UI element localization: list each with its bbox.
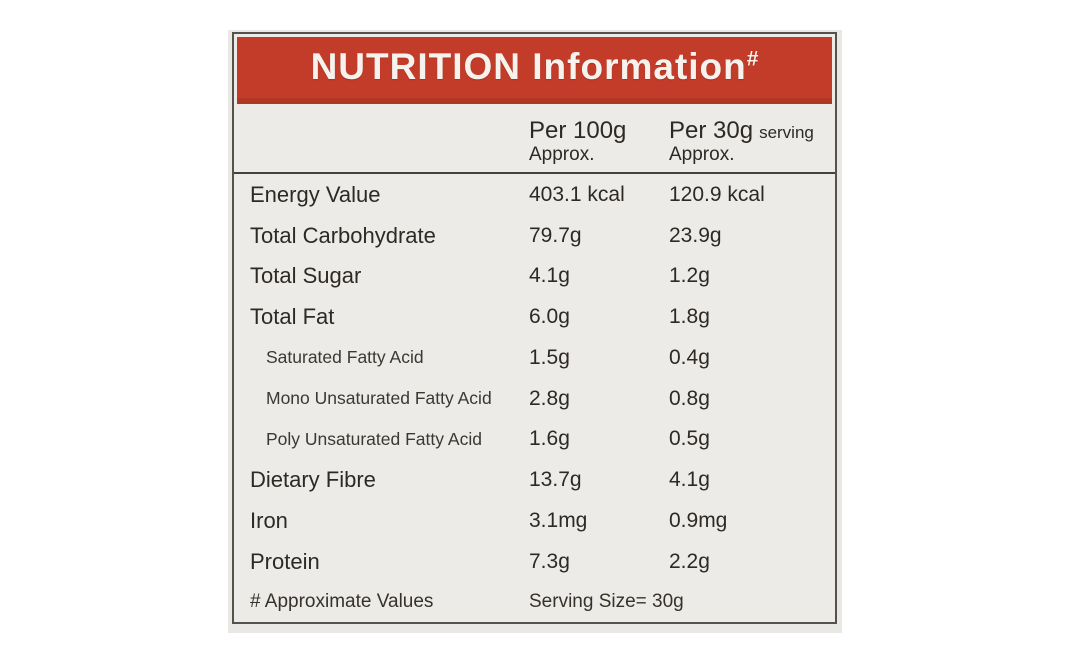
- nutrition-label: NUTRITION Information# Per 100g Approx. …: [228, 30, 842, 633]
- value-per-100g: 3.1mg: [529, 509, 588, 532]
- column-header-per-30g: Per 30g serving Approx.: [669, 118, 835, 165]
- label-title: NUTRITION Information#: [311, 46, 759, 88]
- value-per-100g: 1.6g: [529, 427, 570, 451]
- per-100g-approx: Approx.: [529, 144, 595, 166]
- value-per-30g: 1.8g: [669, 305, 710, 329]
- nutrient-name: Total Carbohydrate: [250, 222, 436, 248]
- value-per-100g: 7.3g: [529, 549, 570, 573]
- value-per-30g: 0.9mg: [669, 509, 728, 532]
- nutrient-row: Energy Value 403.1 kcal 120.9 kcal: [234, 174, 835, 215]
- title-band: NUTRITION Information#: [237, 37, 832, 104]
- nutrient-name: Dietary Fibre: [250, 467, 376, 493]
- per-30g-approx: Approx.: [669, 144, 735, 166]
- footer-row: # Approximate Values Serving Size= 30g: [234, 582, 835, 622]
- nutrient-row: Iron 3.1mg 0.9mg: [234, 501, 835, 542]
- per-30g-serving-suffix: serving: [759, 123, 814, 143]
- per-30g-label: Per 30g: [669, 117, 754, 145]
- value-per-100g: 79.7g: [529, 223, 582, 247]
- nutrient-row: Mono Unsaturated Fatty Acid 2.8g 0.8g: [234, 378, 835, 419]
- value-per-30g: 0.8g: [669, 386, 710, 410]
- value-per-30g: 0.4g: [669, 345, 710, 369]
- value-per-30g: 2.2g: [669, 549, 710, 573]
- nutrient-name: Iron: [250, 508, 288, 533]
- nutrient-name: Mono Unsaturated Fatty Acid: [266, 388, 492, 409]
- nutrient-row: Total Carbohydrate 79.7g 23.9g: [234, 215, 835, 256]
- value-per-100g: 1.5g: [529, 345, 570, 369]
- approximate-values-note: # Approximate Values: [250, 591, 434, 613]
- value-per-30g: 0.5g: [669, 427, 710, 451]
- column-header-row: Per 100g Approx. Per 30g serving Approx.: [234, 104, 835, 175]
- nutrition-label-border-box: NUTRITION Information# Per 100g Approx. …: [232, 32, 837, 624]
- value-per-100g: 6.0g: [529, 305, 570, 329]
- nutrient-name: Total Fat: [250, 304, 335, 330]
- value-per-30g: 4.1g: [669, 468, 710, 492]
- nutrient-row: Saturated Fatty Acid 1.5g 0.4g: [234, 337, 835, 378]
- value-per-100g: 13.7g: [529, 468, 582, 492]
- per-100g-label: Per 100g: [529, 117, 627, 145]
- value-per-100g: 4.1g: [529, 264, 570, 288]
- column-header-per-100g: Per 100g Approx.: [529, 118, 669, 165]
- value-per-100g: 2.8g: [529, 386, 570, 410]
- value-per-30g: 1.2g: [669, 264, 710, 288]
- nutrient-row: Protein 7.3g 2.2g: [234, 541, 835, 582]
- nutrient-name: Protein: [250, 548, 320, 574]
- value-per-30g: 23.9g: [669, 223, 722, 247]
- nutrient-row: Dietary Fibre 13.7g 4.1g: [234, 460, 835, 501]
- value-per-100g: 403.1 kcal: [529, 182, 625, 206]
- nutrient-row: Poly Unsaturated Fatty Acid 1.6g 0.5g: [234, 419, 835, 460]
- nutrient-name: Poly Unsaturated Fatty Acid: [266, 428, 482, 449]
- title-superscript-hash: #: [746, 48, 759, 72]
- nutrient-row: Total Fat 6.0g 1.8g: [234, 297, 835, 338]
- nutrient-name: Saturated Fatty Acid: [266, 347, 424, 368]
- nutrient-row: Total Sugar 4.1g 1.2g: [234, 256, 835, 297]
- serving-size-note: Serving Size= 30g: [529, 591, 684, 613]
- value-per-30g: 120.9 kcal: [669, 182, 765, 206]
- nutrient-name: Total Sugar: [250, 263, 362, 289]
- label-title-text: NUTRITION Information: [310, 46, 747, 88]
- nutrient-name: Energy Value: [250, 181, 381, 207]
